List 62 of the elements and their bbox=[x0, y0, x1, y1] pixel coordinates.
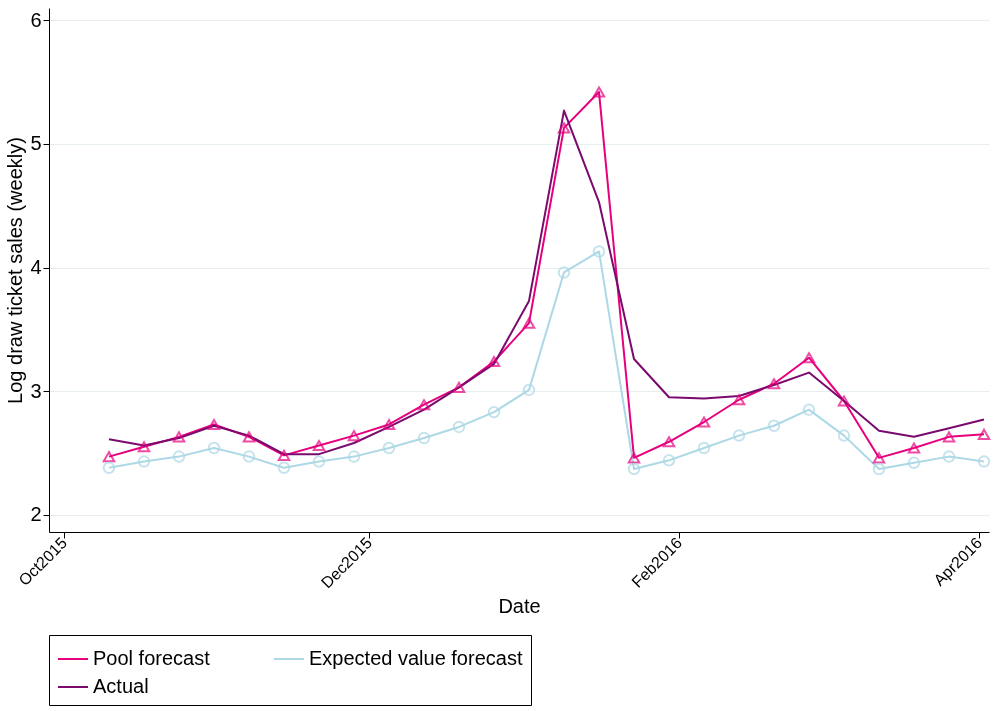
y-axis-title: Log draw ticket sales (weekly) bbox=[4, 137, 27, 404]
point bbox=[452, 381, 466, 393]
point bbox=[872, 452, 886, 464]
point bbox=[347, 430, 361, 442]
point bbox=[312, 455, 326, 468]
point bbox=[942, 431, 956, 443]
point bbox=[872, 462, 886, 476]
point bbox=[487, 355, 501, 367]
y-tick-label: 4 bbox=[30, 256, 42, 279]
point bbox=[137, 455, 151, 468]
point bbox=[242, 450, 256, 463]
point bbox=[732, 394, 746, 406]
point bbox=[907, 442, 921, 454]
legend-label: Expected value forecast bbox=[309, 647, 523, 669]
point bbox=[207, 441, 221, 455]
point bbox=[942, 450, 956, 463]
point bbox=[802, 352, 816, 364]
point bbox=[907, 456, 921, 470]
point bbox=[732, 429, 746, 442]
point bbox=[977, 455, 991, 468]
point bbox=[102, 461, 116, 474]
point bbox=[172, 431, 186, 443]
point bbox=[137, 441, 151, 453]
legend-label: Pool forecast bbox=[93, 647, 211, 669]
y-tick-label: 5 bbox=[30, 132, 42, 155]
point bbox=[767, 378, 781, 390]
point bbox=[102, 451, 116, 463]
point bbox=[172, 450, 186, 463]
point bbox=[277, 461, 291, 474]
point bbox=[242, 431, 256, 443]
y-tick-label: 2 bbox=[30, 503, 42, 526]
point bbox=[767, 419, 781, 432]
point bbox=[207, 418, 221, 431]
point bbox=[627, 462, 641, 476]
y-tick-label: 6 bbox=[30, 8, 42, 31]
point bbox=[417, 399, 431, 411]
point bbox=[802, 403, 816, 416]
point bbox=[662, 436, 676, 448]
point bbox=[522, 383, 536, 397]
point bbox=[382, 418, 396, 431]
point bbox=[592, 245, 606, 258]
point bbox=[522, 317, 536, 329]
point bbox=[382, 441, 396, 455]
legend-label: Actual bbox=[93, 675, 149, 697]
x-axis-title: Date bbox=[498, 595, 541, 618]
point bbox=[837, 395, 851, 407]
point bbox=[662, 454, 676, 467]
point bbox=[592, 86, 606, 98]
point bbox=[557, 122, 571, 134]
point bbox=[697, 416, 711, 428]
point bbox=[627, 452, 641, 464]
point bbox=[977, 428, 991, 440]
point bbox=[557, 266, 571, 279]
point bbox=[697, 441, 711, 455]
y-tick-label: 3 bbox=[30, 379, 42, 402]
point bbox=[417, 431, 431, 445]
point bbox=[487, 405, 501, 419]
point bbox=[452, 420, 466, 434]
point bbox=[347, 450, 361, 463]
point bbox=[312, 439, 326, 452]
point bbox=[277, 449, 291, 461]
point bbox=[837, 429, 851, 442]
